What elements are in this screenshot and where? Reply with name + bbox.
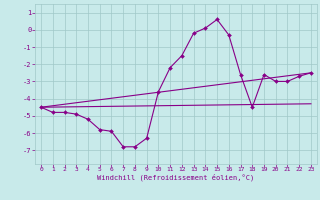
X-axis label: Windchill (Refroidissement éolien,°C): Windchill (Refroidissement éolien,°C) [97, 174, 255, 181]
